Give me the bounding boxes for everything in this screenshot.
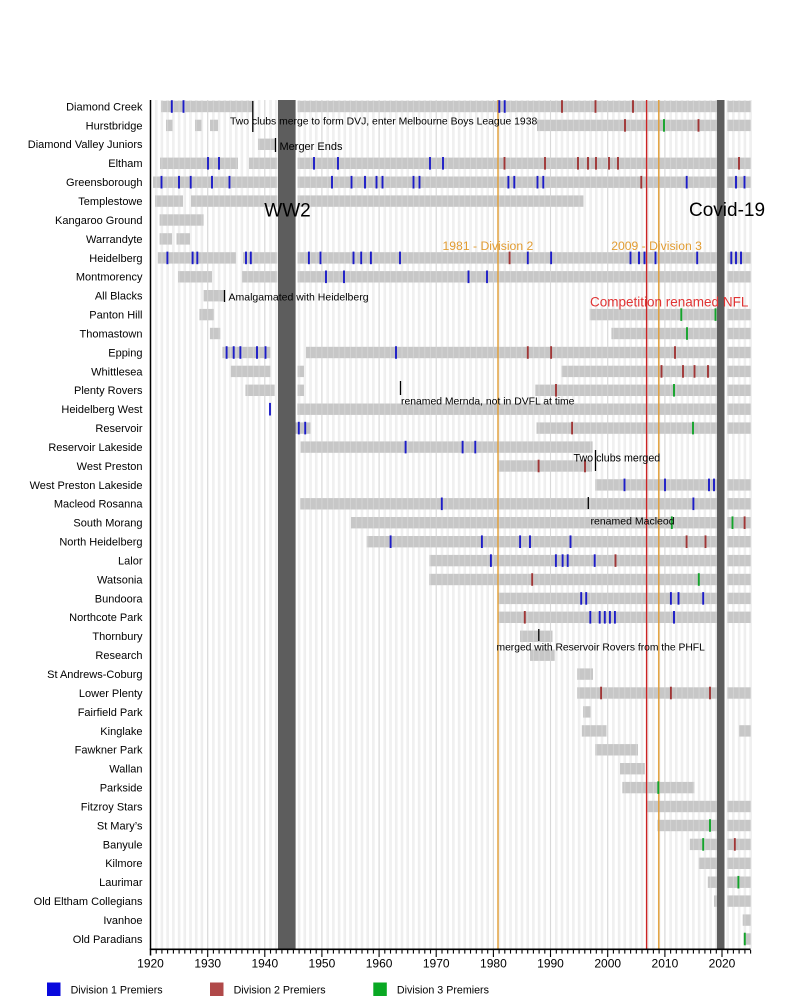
svg-text:Epping: Epping: [108, 347, 142, 359]
svg-text:Merger Ends: Merger Ends: [280, 141, 343, 153]
svg-text:Northcote Park: Northcote Park: [69, 612, 143, 624]
svg-text:Covid-19: Covid-19: [689, 200, 765, 221]
svg-text:2010: 2010: [652, 957, 679, 971]
svg-text:Two clubs merged: Two clubs merged: [574, 452, 661, 464]
svg-text:St Andrews-Coburg: St Andrews-Coburg: [47, 669, 142, 681]
svg-text:South Morang: South Morang: [73, 518, 142, 530]
svg-text:Fitzroy Stars: Fitzroy Stars: [81, 801, 143, 813]
svg-text:Eltham: Eltham: [108, 158, 142, 170]
svg-text:Kangaroo Ground: Kangaroo Ground: [55, 215, 142, 227]
svg-text:Old Paradians: Old Paradians: [73, 934, 143, 946]
svg-text:Division 2 Premiers: Division 2 Premiers: [234, 985, 326, 997]
svg-text:Hurstbridge: Hurstbridge: [86, 120, 143, 132]
svg-text:1920: 1920: [137, 957, 164, 971]
svg-text:Fairfield Park: Fairfield Park: [78, 707, 143, 719]
svg-text:Thomastown: Thomastown: [80, 328, 143, 340]
svg-text:West Preston: West Preston: [77, 461, 143, 473]
svg-text:Banyule: Banyule: [103, 839, 143, 851]
svg-text:North Heidelberg: North Heidelberg: [59, 537, 142, 549]
svg-text:Fawkner Park: Fawkner Park: [75, 745, 143, 757]
svg-text:Lower Plenty: Lower Plenty: [79, 688, 143, 700]
svg-text:1930: 1930: [194, 957, 221, 971]
svg-text:Templestowe: Templestowe: [78, 196, 142, 208]
svg-text:1980: 1980: [480, 957, 507, 971]
svg-text:Ivanhoe: Ivanhoe: [103, 915, 142, 927]
svg-text:Division 1 Premiers: Division 1 Premiers: [71, 985, 163, 997]
svg-text:Watsonia: Watsonia: [97, 574, 143, 586]
svg-text:1981 - Division 2: 1981 - Division 2: [443, 239, 534, 253]
svg-text:Competition renamed NFL: Competition renamed NFL: [590, 295, 749, 310]
svg-text:Heidelberg: Heidelberg: [89, 253, 142, 265]
svg-text:Plenty Rovers: Plenty Rovers: [74, 385, 143, 397]
svg-text:merged with Reservoir Rovers f: merged with Reservoir Rovers from the PH…: [497, 642, 706, 653]
svg-text:St Mary’s: St Mary’s: [97, 820, 143, 832]
svg-text:Wallan: Wallan: [109, 764, 142, 776]
svg-text:2000: 2000: [594, 957, 621, 971]
svg-text:Old Eltham Collegians: Old Eltham Collegians: [34, 896, 143, 908]
svg-text:Bundoora: Bundoora: [95, 593, 144, 605]
svg-text:Parkside: Parkside: [100, 783, 143, 795]
svg-text:2009 - Division 3: 2009 - Division 3: [611, 239, 702, 253]
svg-text:2020: 2020: [709, 957, 736, 971]
svg-text:Kinglake: Kinglake: [100, 726, 142, 738]
svg-text:Research: Research: [95, 650, 142, 662]
svg-text:Warrandyte: Warrandyte: [86, 234, 142, 246]
svg-text:Kilmore: Kilmore: [105, 858, 142, 870]
svg-text:1950: 1950: [309, 957, 336, 971]
svg-text:Montmorency: Montmorency: [76, 272, 143, 284]
svg-text:Greensborough: Greensborough: [66, 177, 142, 189]
svg-text:1940: 1940: [251, 957, 278, 971]
svg-text:Diamond Creek: Diamond Creek: [66, 101, 143, 113]
svg-text:1970: 1970: [423, 957, 450, 971]
svg-text:Macleod Rosanna: Macleod Rosanna: [54, 499, 144, 511]
svg-text:Reservoir Lakeside: Reservoir Lakeside: [48, 442, 142, 454]
svg-text:Amalgamated with Heidelberg: Amalgamated with Heidelberg: [229, 291, 369, 303]
svg-text:Reservoir: Reservoir: [95, 423, 142, 435]
svg-text:Whittlesea: Whittlesea: [91, 366, 143, 378]
svg-text:renamed Mernda, not in DVFL at: renamed Mernda, not in DVFL at time: [401, 396, 575, 407]
svg-text:Thornbury: Thornbury: [92, 631, 143, 643]
svg-text:1990: 1990: [537, 957, 564, 971]
svg-text:WW2: WW2: [264, 201, 310, 222]
svg-text:West Preston Lakeside: West Preston Lakeside: [30, 480, 143, 492]
svg-text:Lalor: Lalor: [118, 556, 143, 568]
svg-text:renamed Macleod: renamed Macleod: [591, 515, 675, 527]
svg-text:Heidelberg West: Heidelberg West: [61, 404, 142, 416]
svg-text:Laurimar: Laurimar: [99, 877, 143, 889]
svg-text:Panton Hill: Panton Hill: [89, 310, 142, 322]
svg-text:Two clubs merge to form DVJ, e: Two clubs merge to form DVJ, enter Melbo…: [230, 116, 537, 127]
svg-text:1960: 1960: [366, 957, 393, 971]
svg-text:Division 3 Premiers: Division 3 Premiers: [397, 985, 489, 997]
svg-text:Diamond Valley Juniors: Diamond Valley Juniors: [28, 139, 143, 151]
svg-text:All Blacks: All Blacks: [95, 291, 143, 303]
